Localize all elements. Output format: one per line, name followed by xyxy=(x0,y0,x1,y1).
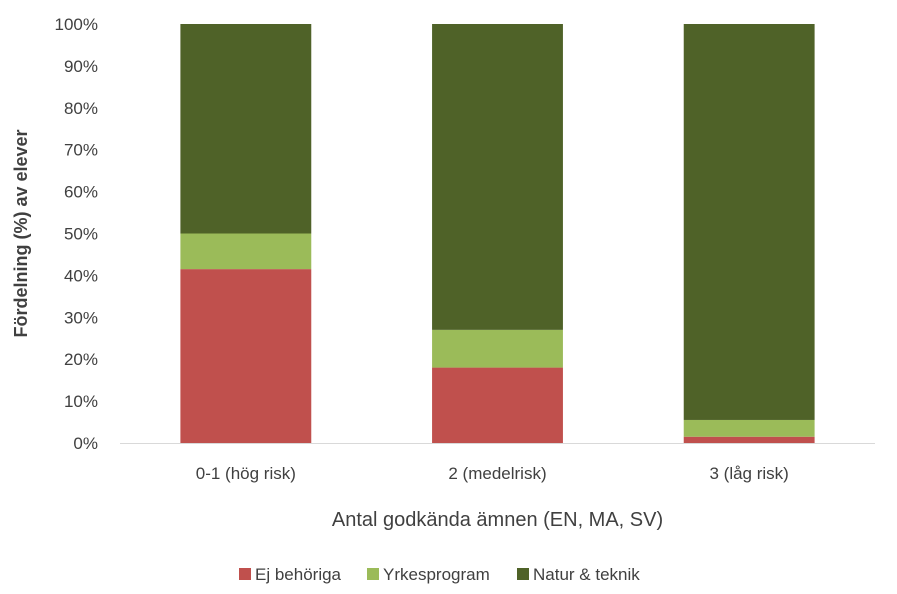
y-tick-label: 60% xyxy=(64,183,98,202)
y-tick-label: 80% xyxy=(64,99,98,118)
y-tick-label: 20% xyxy=(64,350,98,369)
legend-swatch xyxy=(367,568,379,580)
legend-swatch xyxy=(239,568,251,580)
y-tick-label: 90% xyxy=(64,57,98,76)
y-tick-label: 0% xyxy=(73,434,98,453)
bar-segment xyxy=(683,419,815,437)
bars xyxy=(180,24,815,443)
bar-segment xyxy=(683,436,815,443)
bar-segment xyxy=(180,269,312,443)
y-axis-ticks: 0% 10% 20% 30% 40% 50% 60% 70% 80% 90% 100% xyxy=(55,15,98,453)
y-tick-label: 40% xyxy=(64,266,98,285)
bar-segment xyxy=(180,233,312,270)
y-tick-label: 10% xyxy=(64,392,98,411)
y-tick-label: 100% xyxy=(55,15,98,34)
y-tick-label: 50% xyxy=(64,225,98,244)
x-tick-label: 3 (låg risk) xyxy=(709,464,788,483)
legend-label: Natur & teknik xyxy=(533,565,640,584)
legend-label: Ej behöriga xyxy=(255,565,342,584)
legend-swatch xyxy=(517,568,529,580)
legend: Ej behöriga Yrkesprogram Natur & teknik xyxy=(239,565,640,584)
bar-segment xyxy=(432,329,563,368)
bar-segment xyxy=(432,24,563,330)
bar-segment xyxy=(683,24,815,420)
y-axis-label: Fördelning (%) av elever xyxy=(11,129,31,337)
x-axis-ticks: 0-1 (hög risk) 2 (medelrisk) 3 (låg risk) xyxy=(196,464,789,483)
y-tick-label: 30% xyxy=(64,308,98,327)
legend-label: Yrkesprogram xyxy=(383,565,490,584)
bar-segment xyxy=(180,24,312,234)
x-axis-label: Antal godkända ämnen (EN, MA, SV) xyxy=(332,509,663,531)
x-tick-label: 2 (medelrisk) xyxy=(448,464,546,483)
bar-segment xyxy=(432,367,563,443)
x-tick-label: 0-1 (hög risk) xyxy=(196,464,296,483)
y-tick-label: 70% xyxy=(64,141,98,160)
